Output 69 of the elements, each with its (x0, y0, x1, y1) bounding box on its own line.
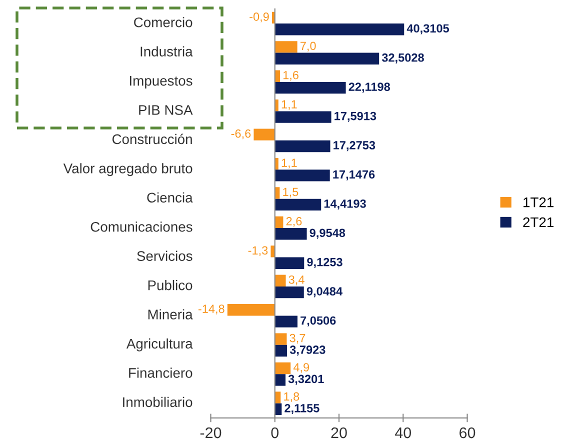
data-label: 17,5913 (334, 112, 376, 122)
data-label: 1,6 (283, 70, 298, 81)
legend-label: 2T21 (523, 217, 554, 228)
data-label: -0,9 (250, 12, 269, 22)
x-tick-label: 0 (271, 427, 279, 438)
legend-label: 1T21 (524, 197, 554, 208)
y-tick-label: Comunicaciones (90, 222, 192, 232)
y-tick-label: Publico (148, 280, 192, 290)
x-tick-label: -20 (200, 427, 222, 438)
bar (274, 344, 288, 357)
bar (274, 316, 298, 328)
y-tick-label: PIB NSA (139, 105, 193, 115)
data-label: 14,4193 (324, 199, 366, 210)
y-tick-label: Impuestos (130, 76, 192, 88)
data-label: 40,3105 (406, 24, 450, 34)
y-tick-label: Valor agregado bruto (63, 163, 192, 176)
x-tick-label: 20 (331, 427, 347, 438)
bar (274, 82, 346, 94)
bar (274, 111, 332, 123)
data-label: 2,1155 (284, 404, 320, 414)
data-label: 7,0506 (300, 316, 336, 326)
y-tick-label: Comercio (134, 17, 192, 28)
y-tick-label: Inmobiliario (123, 396, 192, 408)
y-tick-label: Construcción (112, 134, 192, 144)
bar (270, 246, 275, 258)
data-label: 9,1253 (307, 258, 342, 268)
bar (274, 24, 404, 36)
bar (274, 286, 304, 298)
bar (274, 333, 287, 345)
data-label: 1,1 (282, 158, 297, 168)
data-label: 1,1 (282, 100, 297, 110)
y-tick-label: Mineria (148, 309, 193, 320)
data-label: -6,6 (231, 129, 251, 140)
bar (274, 170, 330, 182)
bar (274, 41, 298, 53)
y-tick-label: Agricultura (126, 338, 193, 352)
data-label: 7,0 (300, 42, 316, 52)
data-label: 3,3201 (288, 374, 324, 385)
data-label: -14,8 (198, 304, 224, 314)
data-label: 1,8 (284, 392, 300, 402)
data-label: 4,9 (293, 363, 309, 373)
data-label: 3,7923 (290, 346, 326, 356)
data-label: 9,9548 (310, 228, 346, 239)
y-tick-label: Financiero (129, 368, 192, 378)
data-label: 9,0484 (306, 287, 342, 298)
data-label: -1,3 (248, 246, 268, 256)
bar (274, 140, 330, 152)
bar (274, 362, 291, 374)
data-label: 2,6 (286, 217, 302, 227)
data-label: 17,2753 (334, 141, 376, 152)
data-label: 32,5028 (382, 53, 424, 64)
bar (274, 198, 322, 211)
x-tick-label: 60 (460, 427, 476, 438)
y-tick-label: Industria (140, 46, 193, 56)
y-tick-label: Servicios (137, 250, 192, 261)
bar (274, 228, 307, 240)
data-label: 22,1198 (348, 82, 390, 93)
x-tick-label: 40 (394, 427, 412, 438)
bar (274, 374, 286, 386)
bar (254, 128, 275, 140)
data-label: 17,1476 (333, 170, 375, 180)
data-label: 3,7 (290, 334, 306, 344)
data-label: 3,4 (288, 275, 304, 286)
y-tick-label: Ciencia (147, 192, 193, 203)
bar (274, 274, 286, 286)
bar (274, 52, 380, 64)
bar (274, 257, 304, 269)
bar (227, 304, 275, 316)
data-label: 1,5 (283, 188, 298, 198)
